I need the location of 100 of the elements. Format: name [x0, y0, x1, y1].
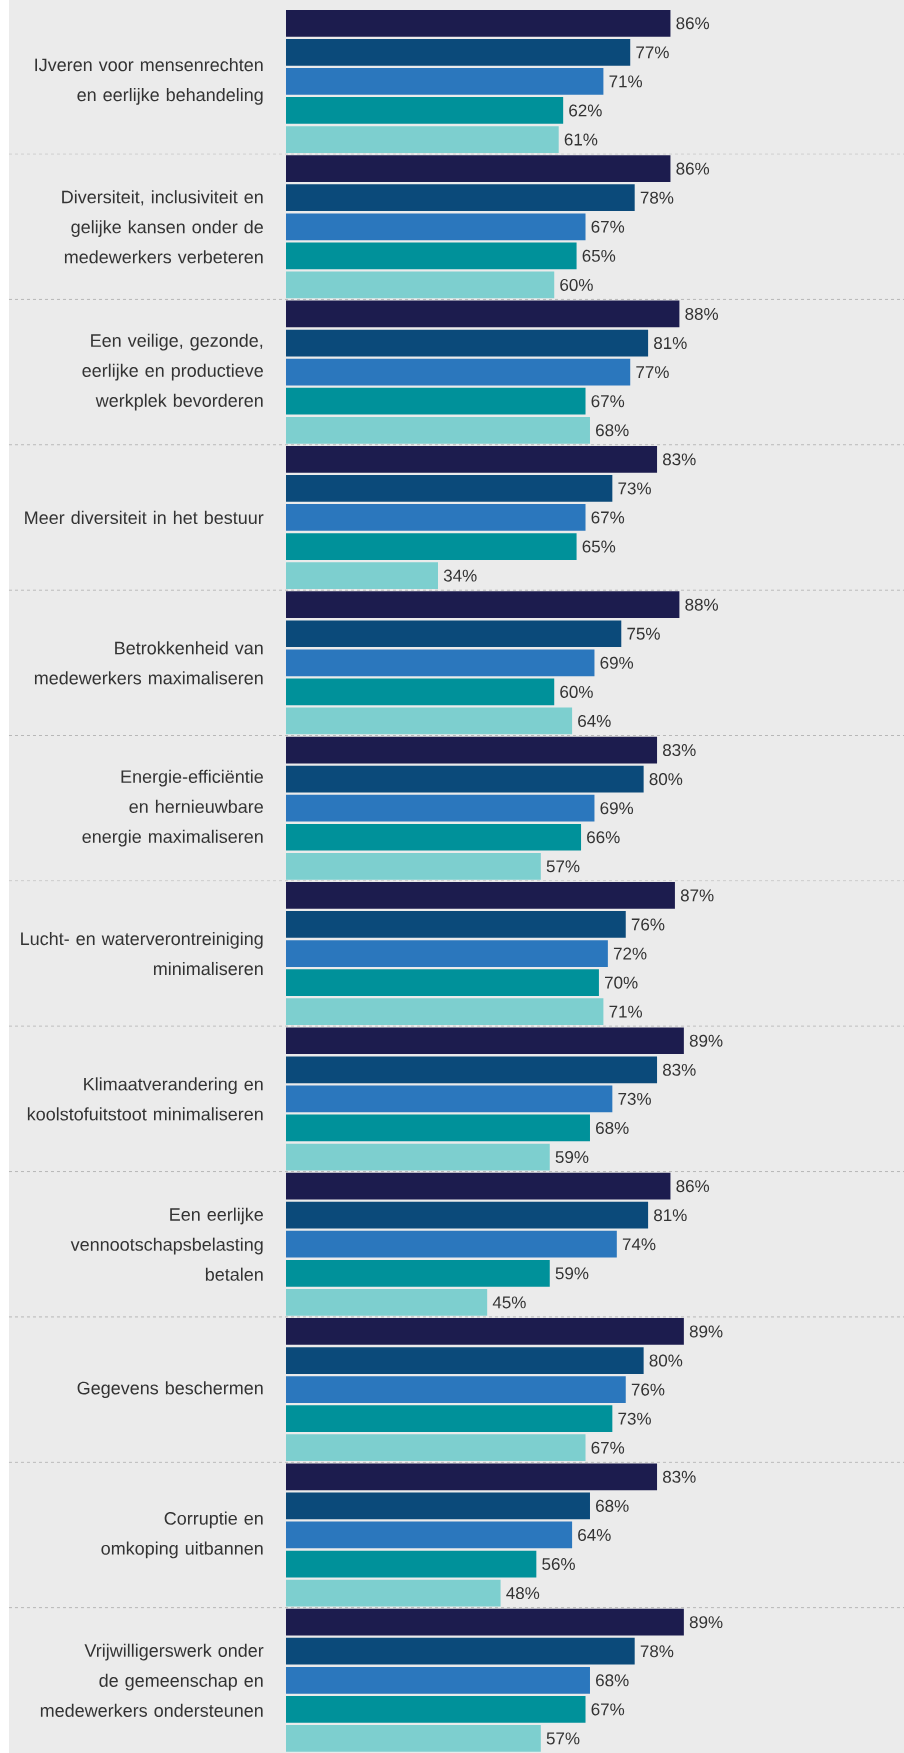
data-label: 62% — [569, 104, 602, 117]
bar — [285, 620, 622, 648]
data-label: 64% — [577, 1528, 611, 1541]
bar — [285, 1143, 550, 1171]
bar — [285, 1579, 501, 1607]
data-label: 88% — [685, 307, 718, 320]
data-label: 59% — [555, 1267, 589, 1280]
data-label: 80% — [649, 773, 683, 786]
data-label: 74% — [622, 1238, 656, 1251]
data-label: 86% — [676, 1180, 709, 1193]
data-label: 56% — [542, 1558, 575, 1571]
y-tick-label: Gegevens beschermen — [77, 1381, 263, 1398]
y-tick-label: Diversiteit, inclusiviteit en gelijke kansen onder de medewerkers verbeteren — [62, 190, 263, 264]
y-tick-label: Klimaatverandering en koolstofuitstoot minimaliseren — [27, 1077, 263, 1121]
bar — [285, 1521, 572, 1549]
data-label: 64% — [577, 714, 611, 727]
data-label: 73% — [618, 1412, 651, 1425]
bar — [285, 591, 680, 619]
y-tick-label: Een veilige, gezonde, eerlijke en productieve werkplek bevorderen — [82, 333, 263, 411]
bar — [285, 911, 626, 938]
bar — [285, 1085, 613, 1113]
data-label: 76% — [631, 1383, 665, 1396]
bar — [285, 445, 657, 473]
bar — [285, 416, 590, 444]
data-label: 78% — [640, 191, 674, 204]
bar — [285, 126, 559, 153]
bar — [285, 852, 541, 880]
bar — [285, 765, 644, 793]
y-tick-label: Corruptie en omkoping uitbannen — [101, 1511, 263, 1559]
y-tick-label: IJveren voor mensenrechten en eerlijke behandeling — [35, 58, 263, 105]
bar — [285, 1230, 617, 1258]
bar — [285, 300, 680, 328]
bar — [285, 1637, 635, 1665]
bar — [285, 184, 635, 212]
data-label: 77% — [636, 366, 669, 379]
data-label: 67% — [591, 220, 624, 233]
bar — [285, 1201, 648, 1229]
bar — [285, 1318, 684, 1345]
data-label: 86% — [676, 17, 709, 30]
data-label: 68% — [595, 424, 629, 437]
bar — [285, 68, 604, 95]
data-label: 88% — [685, 598, 718, 611]
data-label: 59% — [555, 1151, 589, 1164]
y-tick-label: Meer diversiteit in het bestuur — [24, 510, 264, 525]
bar — [285, 1550, 537, 1578]
data-label: 65% — [582, 249, 615, 262]
data-label: 61% — [564, 133, 598, 146]
y-tick-label: Vrijwilligerswerk onder de gemeenschap en medewerkers ondersteunen — [40, 1643, 264, 1717]
data-label: 57% — [546, 1732, 580, 1745]
data-label: 67% — [591, 1441, 624, 1454]
data-label: 68% — [595, 1121, 629, 1134]
data-label: 71% — [609, 1005, 642, 1018]
bar — [285, 940, 608, 967]
bar — [285, 1463, 657, 1491]
data-label: 78% — [640, 1645, 674, 1658]
data-label: 70% — [604, 976, 638, 989]
data-label: 86% — [676, 162, 709, 175]
y-tick-label: Betrokkenheid van medewerkers maximaliseren — [34, 641, 263, 685]
data-label: 67% — [591, 511, 624, 524]
bar — [285, 504, 586, 531]
data-label: 83% — [662, 453, 696, 466]
bar — [285, 1696, 586, 1723]
data-label: 77% — [636, 46, 669, 59]
bar — [285, 1434, 586, 1462]
bar — [285, 649, 595, 677]
bar — [285, 533, 577, 560]
data-label: 89% — [689, 1325, 723, 1338]
y-tick-label: Energie-efficiëntie en hernieuwbare energie maximaliseren — [82, 769, 263, 847]
bar — [285, 1405, 613, 1433]
bar — [285, 736, 657, 764]
bar — [285, 1259, 550, 1287]
data-label: 80% — [649, 1354, 683, 1367]
bar — [285, 387, 586, 415]
bar — [285, 1027, 684, 1055]
data-label: 83% — [662, 744, 696, 757]
bar — [285, 969, 599, 996]
bar — [285, 1608, 684, 1636]
bar — [285, 1666, 590, 1694]
bar — [285, 38, 631, 66]
data-label: 66% — [586, 831, 620, 844]
data-label: 89% — [689, 1616, 723, 1629]
bar — [285, 97, 563, 124]
bar — [285, 998, 604, 1026]
bar — [285, 213, 586, 241]
bar — [285, 1056, 657, 1084]
data-label: 65% — [582, 540, 615, 553]
data-label: 73% — [618, 1092, 651, 1105]
data-label: 87% — [680, 889, 714, 902]
bar — [285, 1725, 541, 1752]
bar — [285, 329, 648, 357]
bar — [285, 475, 613, 502]
bar — [285, 1376, 626, 1403]
bar — [285, 1289, 487, 1316]
data-label: 81% — [653, 1209, 687, 1222]
data-label: 72% — [613, 947, 647, 960]
data-label: 34% — [443, 569, 477, 582]
data-label: 83% — [662, 1063, 696, 1076]
bar — [285, 1347, 644, 1374]
bar — [285, 882, 675, 909]
y-tick-label: Een eerlijke vennootschapsbelasting betalen — [70, 1207, 263, 1281]
